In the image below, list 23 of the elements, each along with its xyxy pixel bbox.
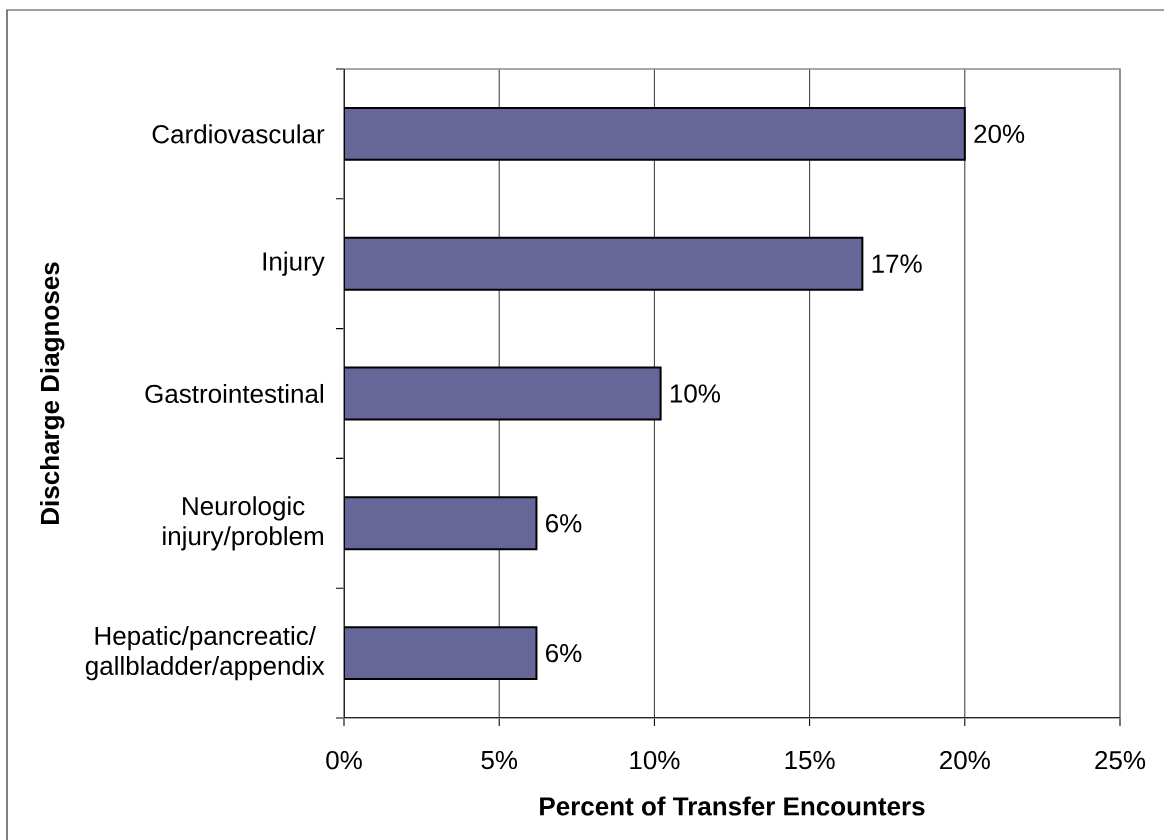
data-label: 20% — [974, 124, 1025, 144]
data-label: 10% — [670, 384, 720, 403]
data-label: 6% — [546, 514, 582, 533]
x-tick-label: 10% — [630, 750, 680, 770]
y-tick-label: Injury — [263, 251, 325, 276]
y-tick-label: Cardiovascular — [152, 124, 325, 144]
bar — [344, 626, 538, 681]
x-tick-label: 20% — [940, 750, 990, 770]
x-tick-label: 25% — [1095, 750, 1146, 770]
y-axis-title: Discharge Diagnoses — [40, 262, 65, 524]
bar — [344, 106, 966, 161]
x-tick-label: 15% — [785, 750, 835, 770]
x-axis-title: Percent of Transfer Encounters — [540, 796, 925, 816]
bar — [344, 496, 538, 551]
bar — [344, 366, 662, 421]
x-tick-label: 0% — [326, 750, 362, 770]
y-tick-label: Gastrointestinal — [145, 383, 323, 404]
x-tick-label: 5% — [481, 750, 518, 770]
data-label: 17% — [872, 254, 922, 273]
bar — [344, 236, 864, 291]
y-tick-label: Neurologic injury/problem — [163, 496, 323, 551]
y-tick-label: Hepatic/pancreatic/gallbladder/appendix — [85, 625, 325, 681]
data-label: 6% — [546, 643, 582, 663]
